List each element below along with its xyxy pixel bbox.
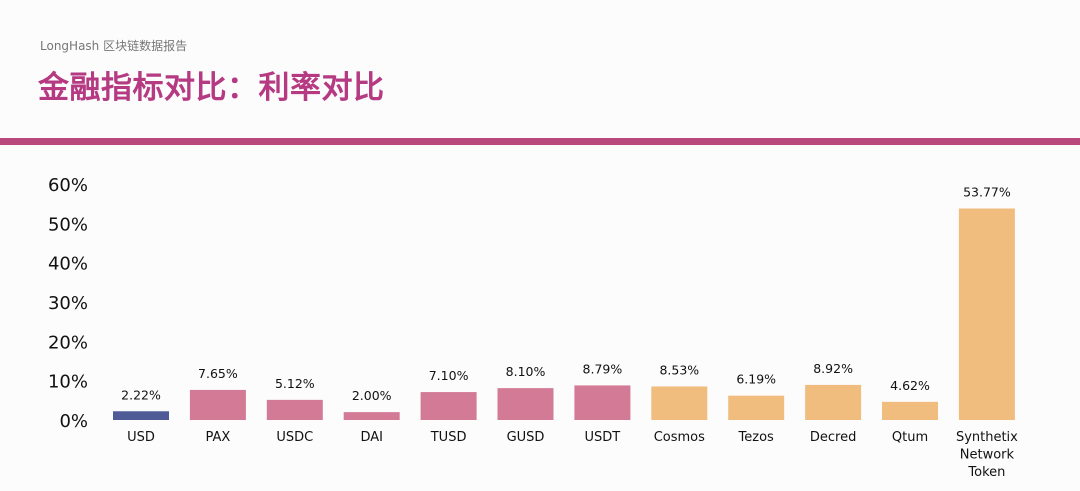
bar-usd	[113, 411, 169, 420]
x-tick-label: DAI	[360, 430, 383, 445]
value-label: 6.19%	[736, 372, 776, 387]
value-label: 8.10%	[506, 364, 546, 379]
x-tick-label: Network	[960, 448, 1015, 463]
x-tick-label: USD	[127, 430, 155, 445]
value-label: 8.79%	[583, 361, 623, 376]
x-tick-label: PAX	[205, 430, 230, 445]
bar-pax	[189, 389, 246, 420]
value-label: 8.53%	[659, 362, 699, 377]
report-brand: LongHash 区块链数据报告	[40, 39, 188, 53]
value-label: 2.00%	[352, 388, 392, 403]
bar-gusd	[497, 388, 554, 420]
x-tick-label: Tezos	[738, 430, 775, 445]
x-tick-label: Token	[967, 465, 1005, 480]
value-label: 53.77%	[963, 185, 1011, 200]
y-tick-label: 50%	[48, 214, 88, 235]
y-tick-label: 10%	[48, 372, 88, 393]
x-tick-label: USDT	[585, 430, 621, 445]
bar-qtum	[882, 401, 938, 420]
y-tick-label: 0%	[59, 411, 88, 432]
bar-dai	[343, 412, 400, 420]
title-divider	[0, 138, 1080, 145]
y-tick-label: 60%	[48, 175, 88, 196]
x-tick-label: TUSD	[430, 430, 467, 445]
bar-usdc	[266, 399, 323, 420]
x-tick-label: Synthetix	[956, 430, 1018, 445]
bar-tezos	[728, 395, 785, 420]
bar-tusd	[420, 392, 477, 420]
y-tick-label: 40%	[48, 254, 88, 275]
bar-synthetix-network-token	[958, 208, 1015, 420]
x-tick-label: USDC	[276, 430, 313, 445]
value-label: 4.62%	[890, 378, 930, 393]
bar-cosmos	[651, 386, 708, 420]
y-tick-label: 30%	[48, 293, 88, 314]
bar-decred	[805, 384, 862, 420]
x-tick-label: Cosmos	[654, 430, 705, 445]
value-label: 2.22%	[121, 387, 161, 402]
x-tick-label: GUSD	[507, 430, 545, 445]
page-title: 金融指标对比：利率对比	[38, 70, 385, 106]
value-label: 7.10%	[429, 368, 469, 383]
x-tick-label: Qtum	[892, 430, 928, 445]
value-label: 7.65%	[198, 366, 238, 381]
y-tick-label: 20%	[48, 332, 88, 353]
bar-usdt	[574, 385, 631, 420]
value-label: 5.12%	[275, 376, 315, 391]
x-tick-label: Decred	[810, 430, 856, 445]
value-label: 8.92%	[813, 361, 853, 376]
